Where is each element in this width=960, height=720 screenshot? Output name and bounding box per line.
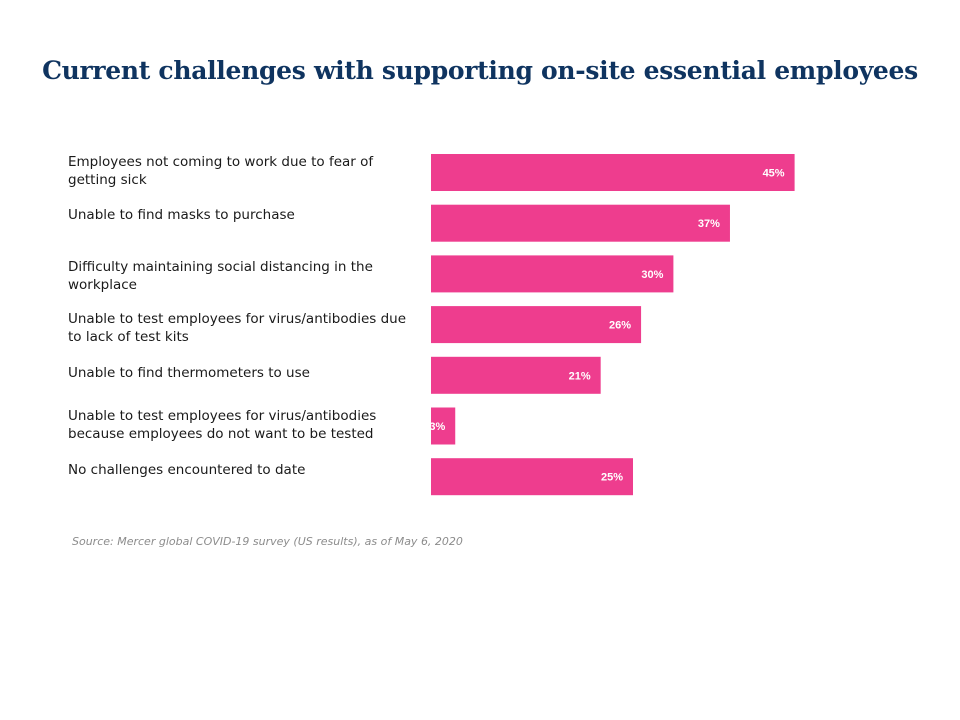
bar-value-label: 45% [763,168,785,180]
bar [431,154,795,191]
category-label: Unable to find masks to purchase [68,207,295,223]
bar [431,204,730,242]
bar-value-label: 30% [641,269,663,281]
chart-title: Current challenges with supporting on-si… [42,56,918,85]
category-label: No challenges encountered to date [68,462,306,478]
bar [431,306,642,344]
source-note: Source: Mercer global COVID-19 survey (U… [72,535,463,548]
bar [431,407,456,445]
bar [431,356,601,394]
bar [431,255,674,293]
category-label: Employees not coming to work due to fear… [68,154,374,188]
category-label: Difficulty maintaining social distancing… [68,259,373,293]
bar-value-label: 3% [429,421,445,433]
bar-value-label: 21% [569,370,591,382]
bar [431,458,633,496]
category-label: Unable to test employees for virus/antib… [68,408,377,442]
bar-value-label: 26% [609,320,631,332]
bar-value-label: 37% [698,218,720,230]
category-label: Unable to test employees for virus/antib… [68,311,407,345]
bar-value-label: 25% [601,472,623,484]
category-label: Unable to find thermometers to use [68,365,310,381]
